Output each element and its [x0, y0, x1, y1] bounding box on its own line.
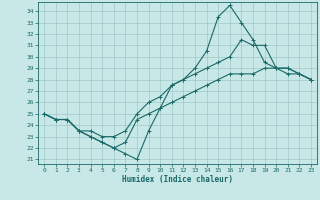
X-axis label: Humidex (Indice chaleur): Humidex (Indice chaleur)	[122, 175, 233, 184]
